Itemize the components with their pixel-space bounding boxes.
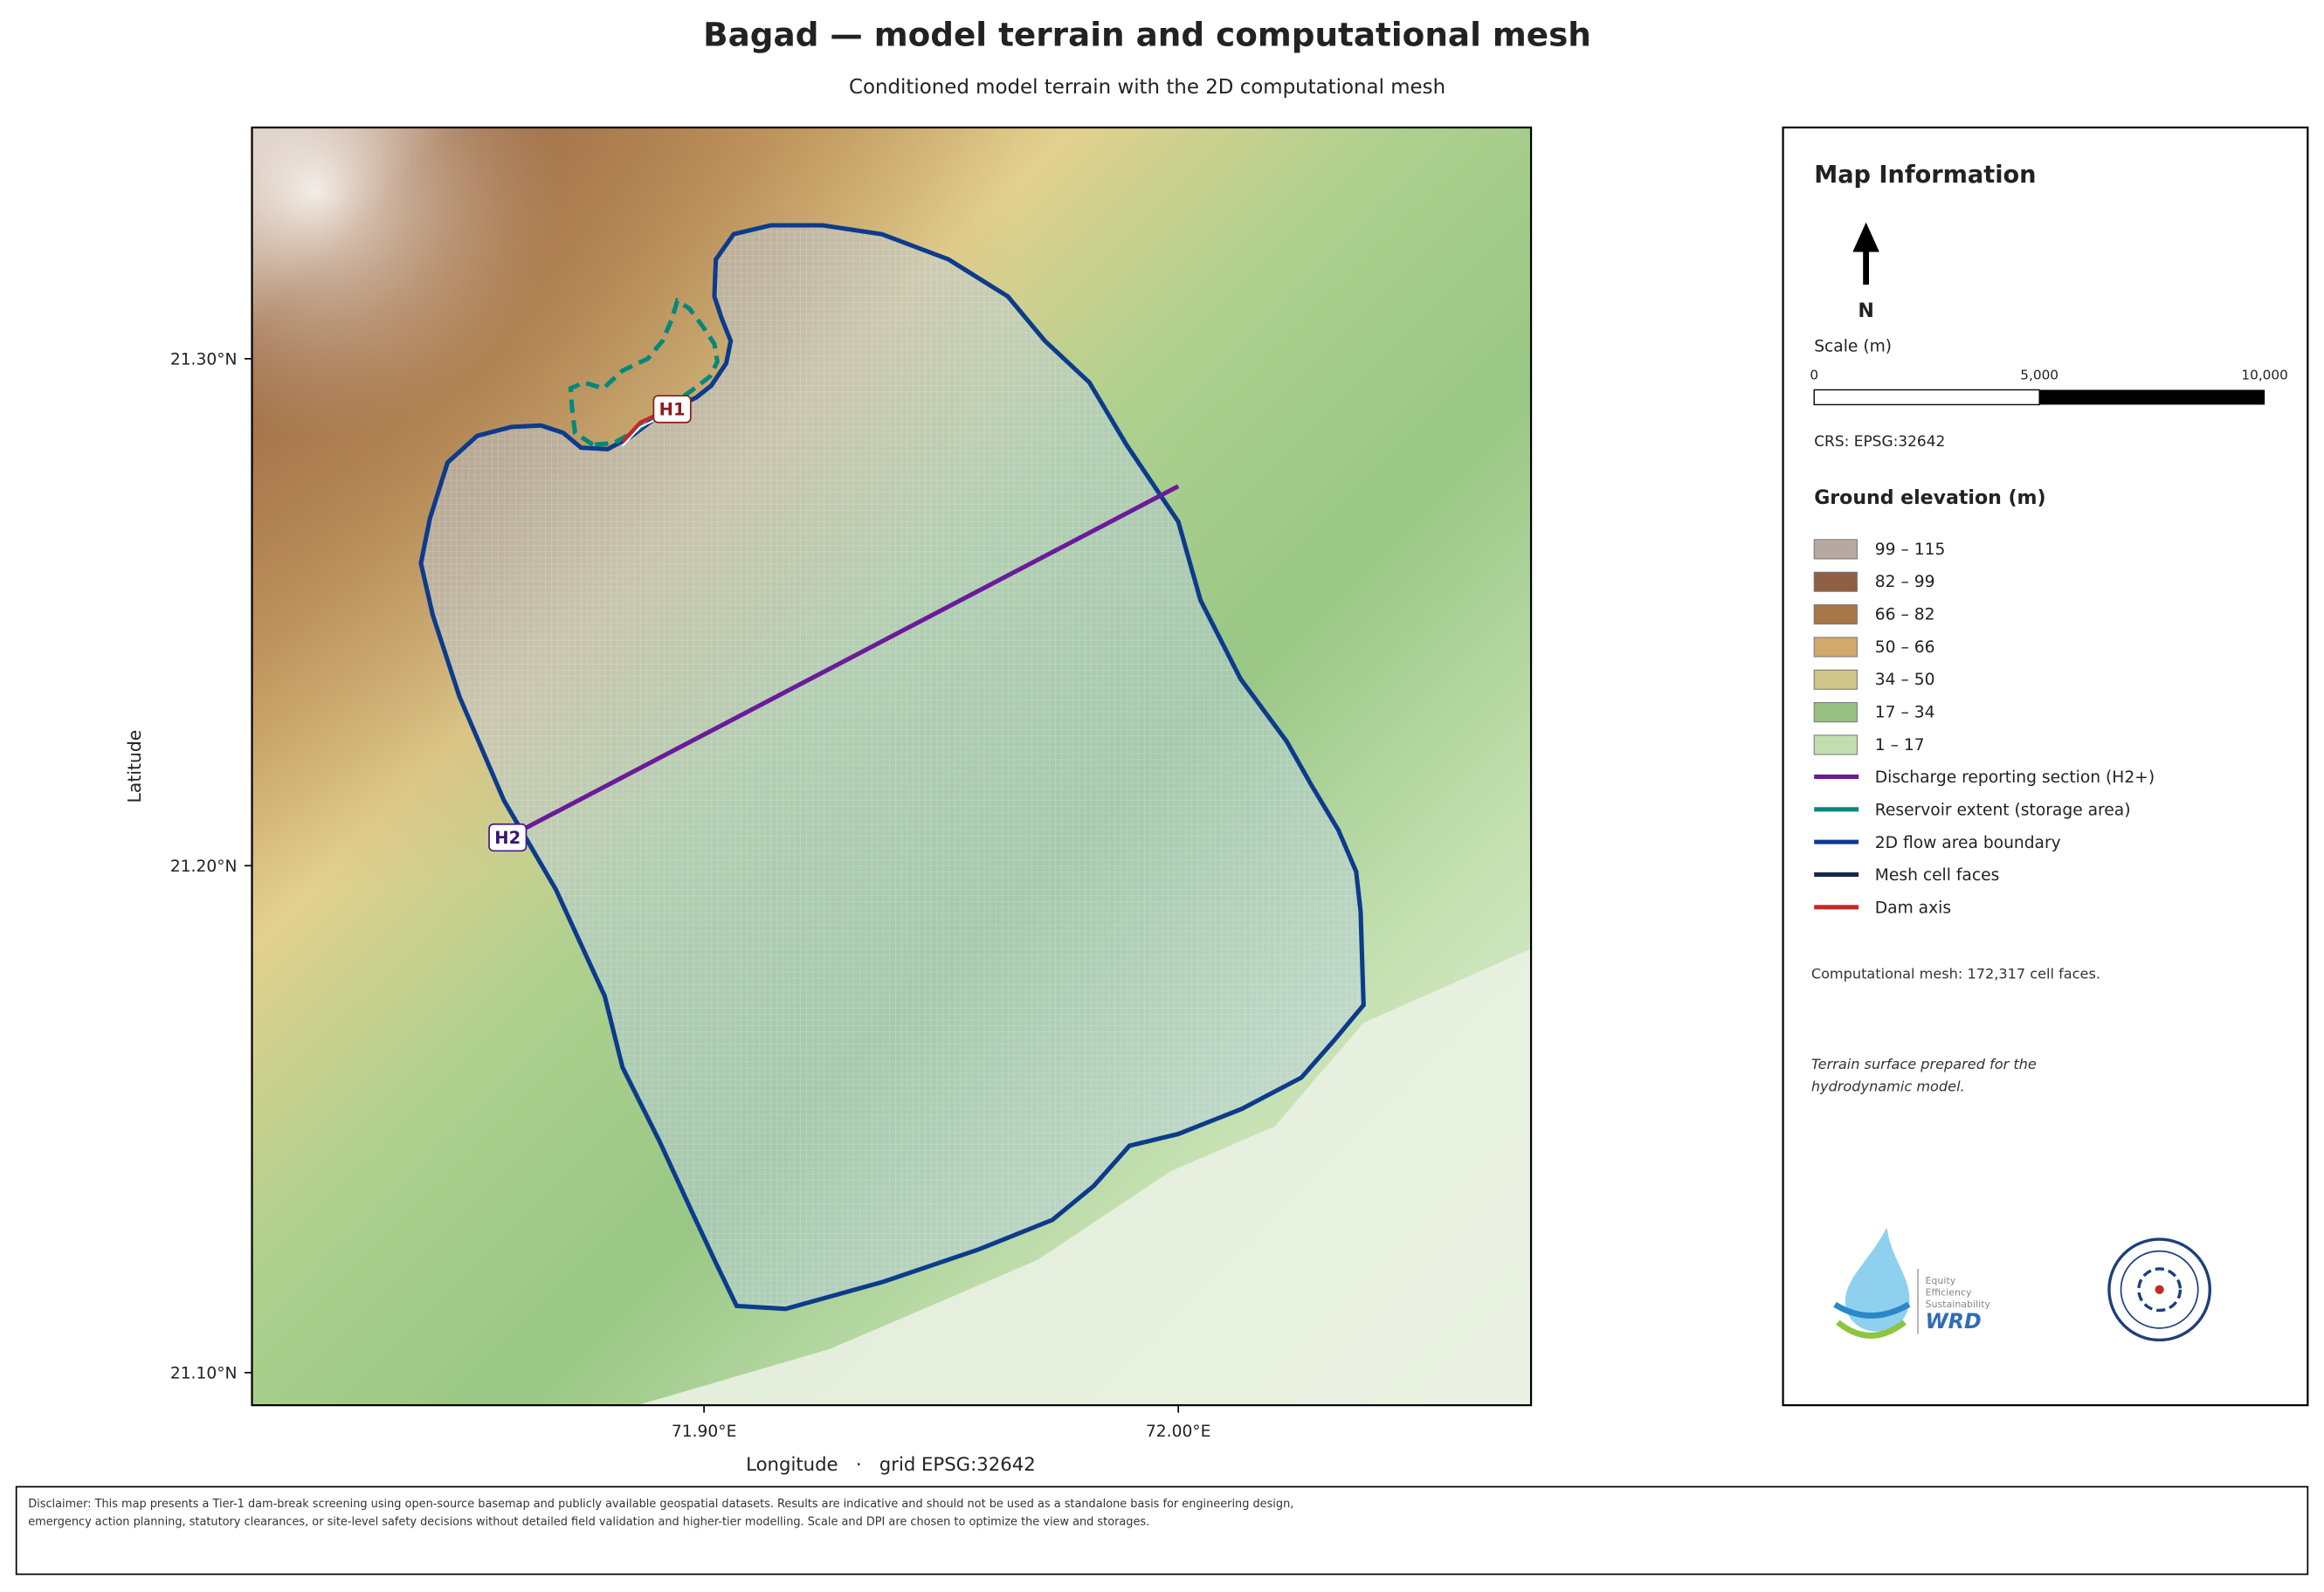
scale-tick: 0 [1810, 368, 1818, 383]
seal-flower [2137, 1267, 2183, 1313]
terrain-note-text: Terrain surface prepared for the hydrody… [1810, 1057, 2037, 1096]
legend-label: Discharge reporting section (H2+) [1875, 768, 2155, 787]
logo-drop [1845, 1227, 1910, 1332]
logo-text: WRD [1925, 1309, 1981, 1334]
logo-text: Equity [1925, 1275, 1955, 1286]
legend-label: Reservoir extent (storage area) [1875, 802, 2131, 820]
y-tick-label: 21.10°N [170, 1365, 238, 1383]
mesh-cells [420, 225, 1364, 1309]
seal-logo [2107, 1237, 2212, 1342]
scale-bar [2039, 389, 2265, 405]
scale-title: Scale (m) [1814, 337, 1892, 355]
panel-frame [1782, 126, 2309, 1407]
wrd-logo: Equity Efficiency Sustainability WRD [1833, 1227, 1991, 1339]
x-tick-label: 71.90°E [672, 1423, 737, 1441]
logo-wave [1833, 1301, 1911, 1319]
x-axis-label: Longitude · grid EPSG:32642 [746, 1454, 1036, 1476]
disclaimer: Disclaimer: This map presents a Tier-1 d… [28, 1497, 1294, 1529]
legend-label: Dam axis [1875, 899, 1951, 918]
legend-label: 66 – 82 [1875, 606, 1935, 624]
legend-label: 1 – 17 [1875, 736, 1925, 755]
legend-swatch [1813, 571, 1858, 592]
crs: CRS: EPSG:32642 [1814, 433, 1945, 451]
lowland [637, 948, 1532, 1406]
legend-label: Mesh cell faces [1875, 866, 2000, 885]
seal-center [2155, 1285, 2164, 1294]
y-tick-label: 21.30°N [170, 351, 238, 369]
subtitle: Conditioned model terrain with the 2D co… [849, 76, 1445, 99]
terrain-note: Terrain surface prepared for the hydrody… [1810, 1057, 2037, 1096]
scale-tick: 10,000 [2241, 368, 2287, 383]
x-axis: 71.90°E 72.00°E Longitude · grid EPSG:32… [672, 1405, 1211, 1476]
legend-swatch [1813, 539, 1858, 560]
north-arrow [1852, 222, 1879, 285]
disclaimer-text: Disclaimer: This map presents a Tier-1 d… [28, 1497, 1294, 1529]
map-frame [251, 126, 1533, 1407]
map-label: H1 [659, 399, 686, 419]
label-box [652, 395, 692, 424]
mesh-note: Computational mesh: 172,317 cell faces. [1810, 966, 2100, 983]
legend-swatch [1813, 604, 1858, 625]
legend-title: Ground elevation (m) [1814, 487, 2045, 509]
flow-boundary [418, 223, 1366, 1312]
legend-swatch [1813, 637, 1858, 658]
title: Bagad — model terrain and computational … [703, 16, 1591, 54]
legend-label: 17 – 34 [1875, 704, 1935, 722]
north-label: N [1858, 300, 1873, 322]
logo-text: Efficiency [1925, 1287, 1972, 1299]
legend-swatch [1813, 702, 1858, 723]
legend-label: 2D flow area boundary [1875, 834, 2061, 852]
scale-bar [1813, 389, 2040, 406]
info-panel: Map Information N Scale (m) 0 5,000 10,0… [1782, 126, 2309, 1407]
map-label: H2 [494, 828, 521, 848]
logo-text: Sustainability [1925, 1299, 1990, 1310]
label-box [488, 823, 528, 852]
y-axis-label: Latitude [124, 730, 145, 803]
legend-label: 34 – 50 [1875, 671, 1935, 689]
y-tick-label: 21.20°N [170, 858, 238, 876]
legend-swatch [1813, 734, 1858, 755]
legend-label: 82 – 99 [1875, 573, 1935, 591]
x-tick-label: 72.00°E [1146, 1423, 1211, 1441]
seal-ring [2120, 1250, 2199, 1329]
mesh-note-text: Computational mesh: 172,317 cell faces. [1810, 966, 2100, 983]
panel-title: Map Information [1814, 162, 2036, 189]
y-axis: 21.30°N 21.20°N 21.10°N Latitude [124, 351, 252, 1383]
logo-wave [1836, 1320, 1907, 1339]
legend-label: 50 – 66 [1875, 638, 1935, 657]
legend-label: 99 – 115 [1875, 541, 1946, 559]
discharge-section [521, 484, 1180, 832]
legend-swatch [1813, 669, 1858, 690]
disclaimer-box [15, 1485, 2309, 1575]
scale-tick: 5,000 [2020, 368, 2058, 383]
